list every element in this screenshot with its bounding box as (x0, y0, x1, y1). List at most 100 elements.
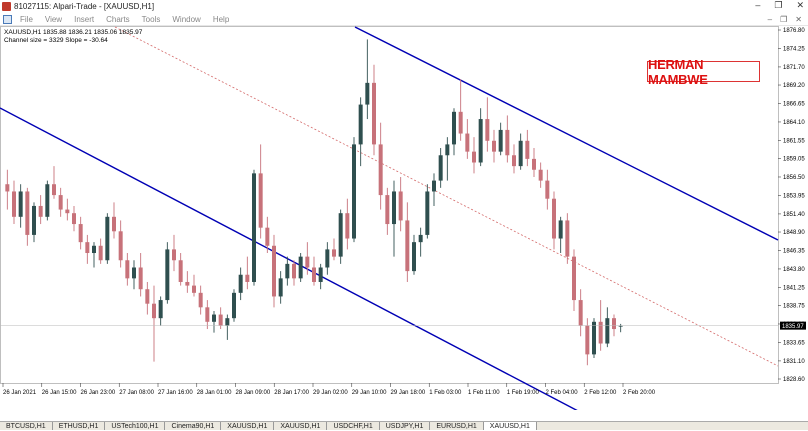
candle-body (458, 111, 463, 134)
candle-body (572, 256, 576, 301)
time-tick-label: 28 Jan 01:00 (197, 390, 232, 396)
price-tick-label: 1861.55 (783, 138, 805, 144)
candle-body (565, 220, 570, 257)
candle-body (92, 245, 96, 254)
chart-background (0, 26, 808, 410)
close-icon[interactable]: ✕ (796, 0, 804, 10)
candle-body (172, 249, 176, 261)
window-controls: – ❐ ✕ (755, 0, 804, 11)
channel-lines[interactable] (0, 26, 779, 410)
candle-body (392, 191, 396, 225)
tab-btcusd[interactable]: BTCUSD,H1 (0, 422, 53, 430)
candle-body (152, 303, 156, 319)
candle-body (525, 140, 530, 159)
menu-charts[interactable]: Charts (106, 14, 130, 24)
chart-close-icon[interactable]: ✕ (795, 14, 802, 24)
tab-usdjpy[interactable]: USDJPY,H1 (380, 422, 431, 430)
time-tick-label: 27 Jan 16:00 (158, 390, 193, 396)
candle-body (105, 216, 110, 261)
candle-body (518, 140, 523, 167)
watermark-label: HERMAN MAMBWE (647, 57, 760, 87)
price-tick-label: 1831.10 (783, 359, 805, 365)
tab-xauusd-1[interactable]: XAUUSD,H1 (221, 422, 275, 430)
chart-window-icon[interactable] (3, 14, 12, 24)
candle-body (112, 216, 116, 232)
candle-body (178, 260, 183, 282)
time-tick-label: 29 Jan 10:00 (352, 390, 387, 396)
time-tick-label: 29 Jan 02:00 (313, 390, 348, 396)
menu-window[interactable]: Window (172, 14, 201, 24)
candle-body (298, 256, 303, 279)
candle-body (25, 191, 30, 235)
price-tick-label: 1846.35 (783, 248, 805, 254)
channel-lower-line[interactable] (0, 107, 580, 410)
price-tick-label: 1828.60 (783, 377, 805, 383)
candle-body (145, 289, 150, 304)
price-tick-label: 1876.80 (783, 28, 805, 34)
tab-eurusd[interactable]: EURUSD,H1 (430, 422, 484, 430)
candle-body (45, 184, 50, 217)
time-tick-label: 1 Feb 03:00 (429, 390, 462, 396)
candle-body (605, 318, 610, 344)
current-price-label: 1835.97 (782, 324, 804, 330)
candle-body (38, 205, 43, 217)
candle-body (485, 119, 490, 141)
tab-xauusd-active[interactable]: XAUUSD,H1 (483, 422, 537, 430)
chart-window-controls: – ❐ ✕ (768, 15, 802, 24)
candle-body (205, 307, 210, 322)
maximize-icon[interactable]: ❐ (774, 0, 783, 10)
minimize-icon[interactable]: – (755, 0, 761, 10)
candle-body (78, 224, 83, 243)
candle-body (138, 267, 143, 290)
menu-view[interactable]: View (44, 14, 63, 24)
chart-restore-icon[interactable]: ❐ (780, 14, 788, 24)
chart-info: XAUUSD,H1 1835.88 1836.21 1835.06 1835.9… (4, 29, 142, 45)
candle-body (505, 129, 510, 156)
candle-body (218, 314, 223, 326)
candle-body (125, 260, 130, 279)
price-tick-label: 1853.95 (783, 193, 805, 199)
menu-tools[interactable]: Tools (141, 14, 161, 24)
menu-help[interactable]: Help (212, 14, 230, 24)
menu-insert[interactable]: Insert (74, 14, 95, 24)
price-chart[interactable]: 1876.80 1874.25 1871.70 1869.20 1866.65 1864.… (0, 26, 808, 410)
time-tick-label: 1 Feb 19:00 (507, 390, 540, 396)
price-axis[interactable]: 1876.80 1874.25 1871.70 1869.20 1866.65 1864.… (778, 28, 805, 383)
candle-body (512, 155, 516, 167)
menu-file[interactable]: File (20, 14, 33, 24)
candles (5, 39, 623, 366)
title-bar: 81027115: Alpari-Trade - [XAUUSD,H1] – ❐… (0, 0, 808, 13)
window-title: 81027115: Alpari-Trade - [XAUUSD,H1] (14, 2, 155, 11)
candle-body (325, 249, 330, 268)
candle-body (578, 300, 583, 326)
candle-body (345, 213, 350, 239)
candlestick-chart[interactable]: 1876.80 1874.25 1871.70 1869.20 1866.65 1864.… (0, 26, 808, 410)
tab-ustech100[interactable]: USTech100,H1 (105, 422, 166, 430)
candle-body (612, 318, 616, 330)
time-tick-label: 1 Feb 11:00 (468, 390, 500, 396)
channel-middle-line[interactable] (114, 26, 779, 367)
candle-body (132, 267, 136, 279)
candle-body (272, 245, 276, 297)
candle-body (312, 267, 316, 282)
candle-body (618, 325, 623, 327)
channel-upper-line[interactable] (354, 26, 779, 241)
chart-minimize-icon[interactable]: – (767, 14, 773, 24)
time-tick-label: 2 Feb 20:00 (623, 390, 656, 396)
price-tick-label: 1856.50 (783, 175, 805, 181)
tab-xauusd-2[interactable]: XAUUSD,H1 (274, 422, 328, 430)
candle-body (432, 180, 436, 192)
menu-bar: File View Insert Charts Tools Window Hel… (0, 13, 808, 26)
candle-body (545, 180, 550, 199)
candle-body (438, 155, 443, 181)
candle-body (225, 318, 230, 326)
time-tick-label: 28 Jan 09:00 (236, 390, 271, 396)
candle-body (165, 249, 170, 301)
candle-body (98, 245, 103, 261)
tab-cinema90[interactable]: Cinema90,H1 (165, 422, 222, 430)
time-axis[interactable]: 26 Jan 2021 26 Jan 15:00 26 Jan 23:00 27 Ja… (2, 383, 656, 396)
price-tick-label: 1833.65 (783, 340, 805, 346)
tab-ethusd[interactable]: ETHUSD,H1 (53, 422, 106, 430)
tab-usdchf[interactable]: USDCHF,H1 (327, 422, 380, 430)
candle-body (478, 119, 483, 163)
